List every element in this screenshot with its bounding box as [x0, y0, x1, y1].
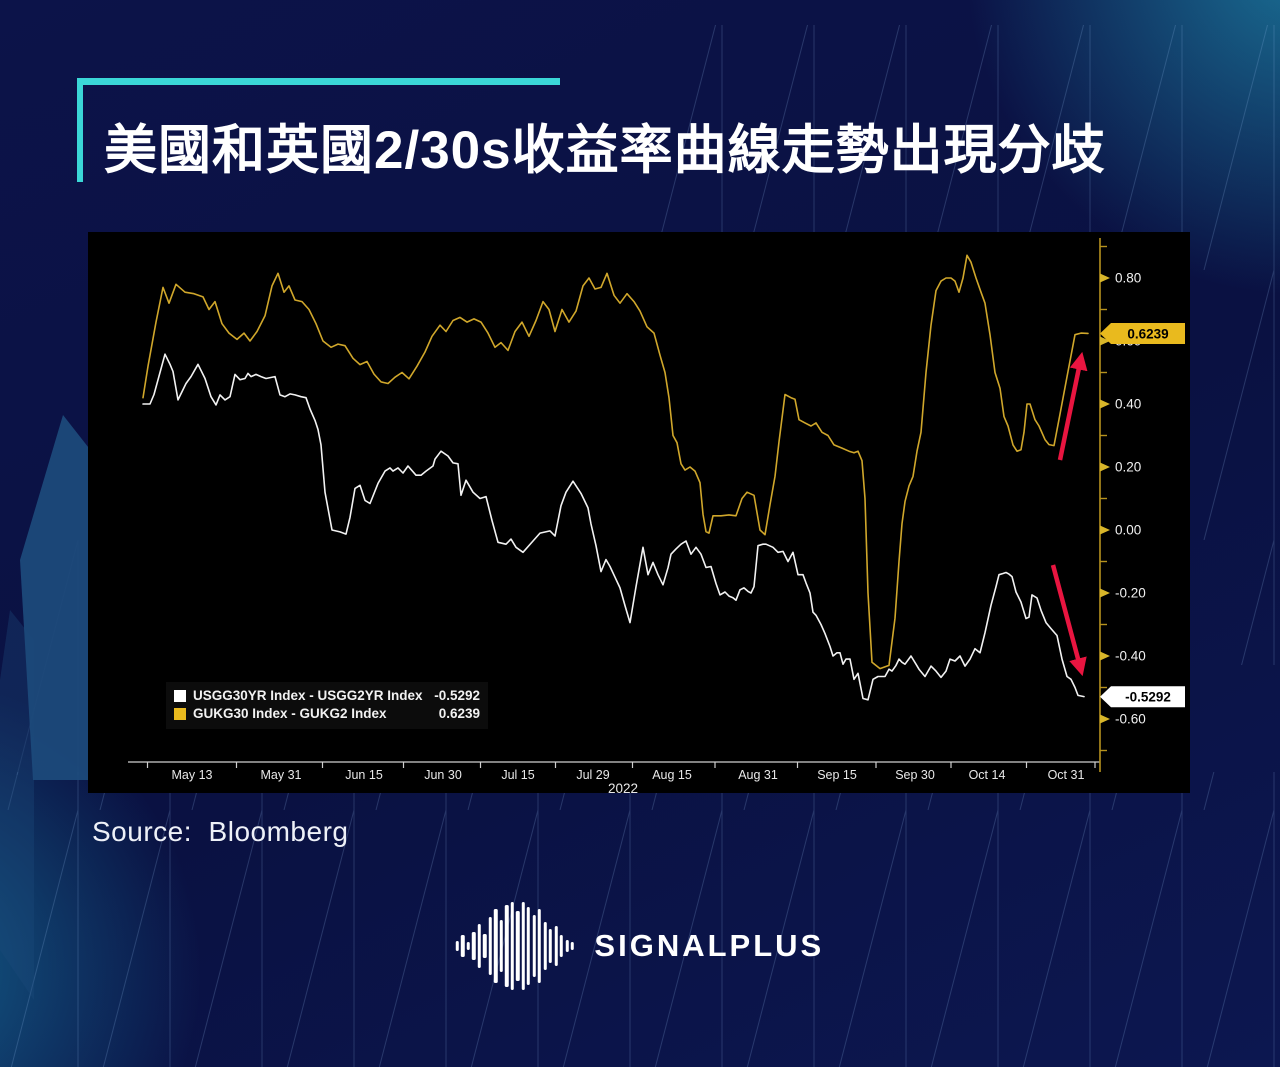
svg-text:Oct 14: Oct 14: [969, 768, 1006, 782]
chart-panel: May 13 May 31 Jun 15 Jun 30 Jul 15 Jul 29 Aug …: [88, 232, 1190, 793]
waveform-bar: [483, 934, 487, 958]
brand-logo: SIGNALPLUS: [455, 898, 825, 994]
waveform-bar: [549, 929, 553, 963]
waveform-bar: [510, 902, 514, 990]
svg-text:Aug 31: Aug 31: [738, 768, 778, 782]
legend-label-us: USGG30YR Index - USGG2YR Index: [193, 688, 423, 703]
svg-text:0.6239: 0.6239: [1127, 326, 1168, 341]
waveform-bar: [505, 905, 509, 987]
svg-text:Jun 15: Jun 15: [345, 768, 383, 782]
svg-text:Sep 30: Sep 30: [895, 768, 935, 782]
title-accent-left-bar: [77, 78, 83, 182]
chart-legend: USGG30YR Index - USGG2YR Index -0.5292 G…: [166, 682, 488, 729]
waveform-bar: [494, 909, 498, 983]
waveform-bar: [554, 926, 558, 966]
title-accent-top-bar: [77, 78, 560, 85]
uk-series-swatch-icon: [174, 708, 186, 720]
uk-divergence-up-arrow: [1057, 351, 1088, 461]
waveform-bar: [472, 932, 476, 960]
svg-text:May 13: May 13: [172, 768, 213, 782]
waveform-bar: [543, 922, 547, 970]
svg-text:Jun 30: Jun 30: [424, 768, 462, 782]
svg-text:Jul 29: Jul 29: [576, 768, 609, 782]
waveform-logo-icon: [455, 898, 577, 994]
svg-text:Aug 15: Aug 15: [652, 768, 692, 782]
us-divergence-down-arrow: [1050, 564, 1087, 677]
svg-text:Oct 31: Oct 31: [1048, 768, 1085, 782]
left-chevron-shape: [20, 415, 92, 780]
left-chevron-shape-faint: [0, 610, 34, 1000]
diagonal-lines-bottom: [0, 772, 1280, 1067]
svg-text:0.00: 0.00: [1115, 523, 1141, 538]
svg-text:May 31: May 31: [261, 768, 302, 782]
legend-value-uk: 0.6239: [438, 706, 480, 721]
waveform-bar: [559, 935, 564, 957]
uk-2s30s-line: [142, 254, 1089, 670]
waveform-bar: [477, 924, 481, 968]
svg-text:-0.5292: -0.5292: [1125, 690, 1171, 705]
svg-text:-0.60: -0.60: [1115, 712, 1146, 727]
x-axis: May 13 May 31 Jun 15 Jun 30 Jul 15 Jul 29 Aug …: [128, 761, 1100, 782]
source-label: Source: Bloomberg: [92, 816, 349, 847]
legend-label-uk: GUKG30 Index - GUKG2 Index: [193, 706, 387, 721]
waveform-bar: [527, 907, 531, 985]
uk-2s30s-line-last-value-badge: 0.6239: [1100, 323, 1185, 344]
legend-row-us: USGG30YR Index - USGG2YR Index -0.5292: [174, 687, 480, 705]
waveform-bar: [565, 940, 569, 952]
waveform-bar: [499, 920, 503, 972]
us-series-swatch-icon: [174, 690, 186, 702]
svg-text:-0.20: -0.20: [1115, 586, 1146, 601]
waveform-bar: [461, 935, 465, 957]
svg-text:Sep 15: Sep 15: [817, 768, 857, 782]
us-2s30s-line: [142, 353, 1085, 701]
waveform-bar: [455, 941, 459, 951]
brand-name: SIGNALPLUS: [594, 928, 825, 963]
waveform-bar: [570, 942, 575, 950]
waveform-bar: [538, 909, 542, 983]
legend-value-us: -0.5292: [434, 688, 480, 703]
legend-row-uk: GUKG30 Index - GUKG2 Index 0.6239: [174, 705, 480, 723]
waveform-bar: [466, 942, 470, 950]
waveform-bar: [488, 917, 492, 975]
svg-text:0.40: 0.40: [1115, 397, 1141, 412]
us-2s30s-line-last-value-badge: -0.5292: [1100, 686, 1185, 708]
waveform-bar: [521, 902, 525, 990]
x-axis-year-label: 2022: [607, 781, 639, 793]
svg-text:-0.40: -0.40: [1115, 649, 1146, 664]
chart-canvas: May 13 May 31 Jun 15 Jun 30 Jul 15 Jul 29 Aug …: [128, 238, 1185, 782]
page-title: 美國和英國2/30s收益率曲線走勢出現分歧: [104, 121, 1106, 180]
svg-text:Jul 15: Jul 15: [501, 768, 534, 782]
svg-text:0.20: 0.20: [1115, 460, 1141, 475]
waveform-bar: [532, 915, 536, 977]
waveform-bar: [516, 911, 520, 981]
svg-text:0.80: 0.80: [1115, 271, 1141, 286]
